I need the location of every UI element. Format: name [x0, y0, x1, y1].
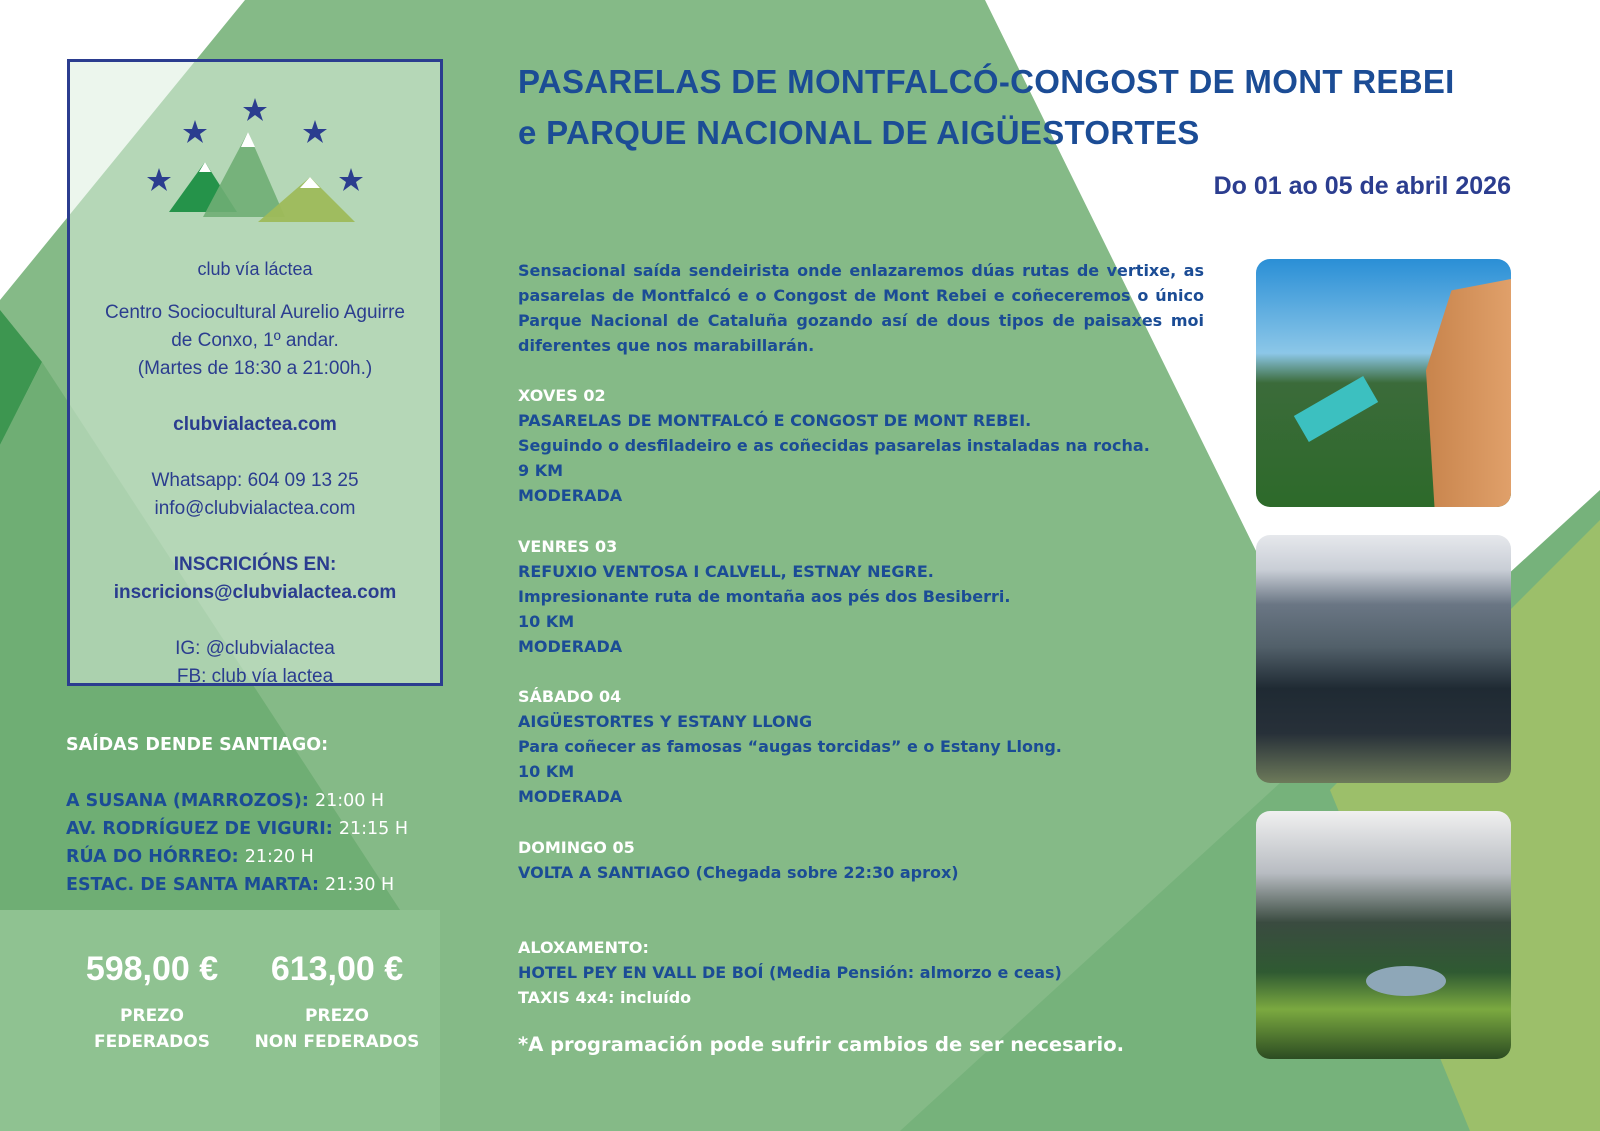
venue-line1: Centro Sociocultural Aurelio Aguirre [105, 302, 405, 323]
lodging-hotel: HOTEL PEY EN VALL DE BOÍ (Media Pensión:… [518, 963, 1062, 982]
day-route: AIGÜESTORTES Y ESTANY LLONG [518, 712, 813, 731]
day-label: XOVES 02 [518, 386, 606, 405]
left-dark-shape [0, 310, 42, 445]
star-icon [147, 98, 363, 191]
page-title: PASARELAS DE MONTFALCÓ-CONGOST DE MONT R… [518, 56, 1455, 158]
day-route: PASARELAS DE MONTFALCÓ E CONGOST DE MONT… [518, 411, 1032, 430]
event-dates: Do 01 ao 05 de abril 2026 [1213, 172, 1511, 200]
departure-stop: A SUSANA (MARROZOS): 21:00 H [66, 791, 385, 811]
email-link[interactable]: info@clubvialactea.com [154, 498, 356, 519]
inscription-email[interactable]: inscricions@clubvialactea.com [113, 582, 397, 603]
departure-stop: ESTAC. DE SANTA MARTA: 21:30 H [66, 875, 395, 895]
club-logo [147, 98, 363, 222]
price-value: 598,00 € [85, 950, 219, 988]
website-link[interactable]: clubvialactea.com [173, 414, 337, 435]
day-difficulty: MODERADA [518, 486, 623, 505]
price-non-federated: 613,00 € PREZO NON FEDERADOS [247, 950, 427, 1055]
lodging-taxis: TAXIS 4x4: incluído [518, 988, 692, 1007]
inscription-label: INSCRICIÓNS EN: [173, 554, 337, 575]
day-route: REFUXIO VENTOSA I CALVELL, ESTNAY NEGRE. [518, 562, 934, 581]
departures: SAÍDAS DENDE SANTIAGO: A SUSANA (MARROZO… [66, 731, 408, 899]
day-distance: 10 KM [518, 762, 575, 781]
mountain-icon [169, 132, 355, 222]
day-desc: Impresionante ruta de montaña aos pés do… [518, 587, 1011, 606]
day-desc: Seguindo o desfiladeiro e as coñecidas p… [518, 436, 1150, 455]
facebook: FB: club vía lactea [176, 666, 334, 687]
photo-estany-negre [1256, 535, 1511, 783]
intro-text: Sensacional saída sendeirista onde enlaz… [518, 261, 1204, 355]
logo-text: club vía láctea [197, 259, 313, 279]
departure-stop: RÚA DO HÓRREO: 21:20 H [66, 847, 314, 867]
whatsapp: Whatsapp: 604 09 13 25 [151, 470, 359, 491]
venue-line2: de Conxo, 1º andar. [171, 330, 339, 351]
lodging-label: ALOXAMENTO: [518, 938, 649, 957]
day-difficulty: MODERADA [518, 637, 623, 656]
club-info-box: club vía láctea Centro Sociocultural Aur… [67, 59, 443, 687]
bottom-left-shape [0, 910, 440, 1131]
day-item: DOMINGO 05 VOLTA A SANTIAGO (Chegada sob… [518, 835, 959, 885]
day-item: SÁBADO 04 AIGÜESTORTES Y ESTANY LLONG Pa… [518, 684, 1062, 809]
day-distance: 9 KM [518, 461, 564, 480]
day-difficulty: MODERADA [518, 787, 623, 806]
day-item: VENRES 03 REFUXIO VENTOSA I CALVELL, EST… [518, 534, 1010, 659]
instagram: IG: @clubvialactea [175, 638, 335, 659]
lodging: ALOXAMENTO: HOTEL PEY EN VALL DE BOÍ (Me… [518, 935, 1062, 1010]
disclaimer-note: *A programación pode sufrir cambios de s… [518, 1033, 1125, 1056]
hours: (Martes de 18:30 a 21:00h.) [137, 358, 373, 379]
departure-stop: AV. RODRÍGUEZ DE VIGURI: 21:15 H [66, 819, 408, 839]
departures-heading: SAÍDAS DENDE SANTIAGO: [66, 735, 329, 755]
day-label: VENRES 03 [518, 537, 618, 556]
price-value: 613,00 € [270, 950, 404, 988]
day-label: DOMINGO 05 [518, 838, 635, 857]
day-item: XOVES 02 PASARELAS DE MONTFALCÓ E CONGOS… [518, 383, 1150, 508]
day-distance: 10 KM [518, 612, 575, 631]
day-label: SÁBADO 04 [518, 687, 622, 706]
title-line1: PASARELAS DE MONTFALCÓ-CONGOST DE MONT R… [518, 63, 1455, 100]
price-federated: 598,00 € PREZO FEDERADOS [72, 950, 232, 1055]
title-line2: e PARQUE NACIONAL DE AIGÜESTORTES [518, 114, 1200, 151]
day-desc: Para coñecer as famosas “augas torcidas”… [518, 737, 1062, 756]
photo-estany-llong [1256, 811, 1511, 1059]
photo-mont-rebei [1256, 259, 1511, 507]
day-route: VOLTA A SANTIAGO (Chegada sobre 22:30 ap… [518, 863, 959, 882]
